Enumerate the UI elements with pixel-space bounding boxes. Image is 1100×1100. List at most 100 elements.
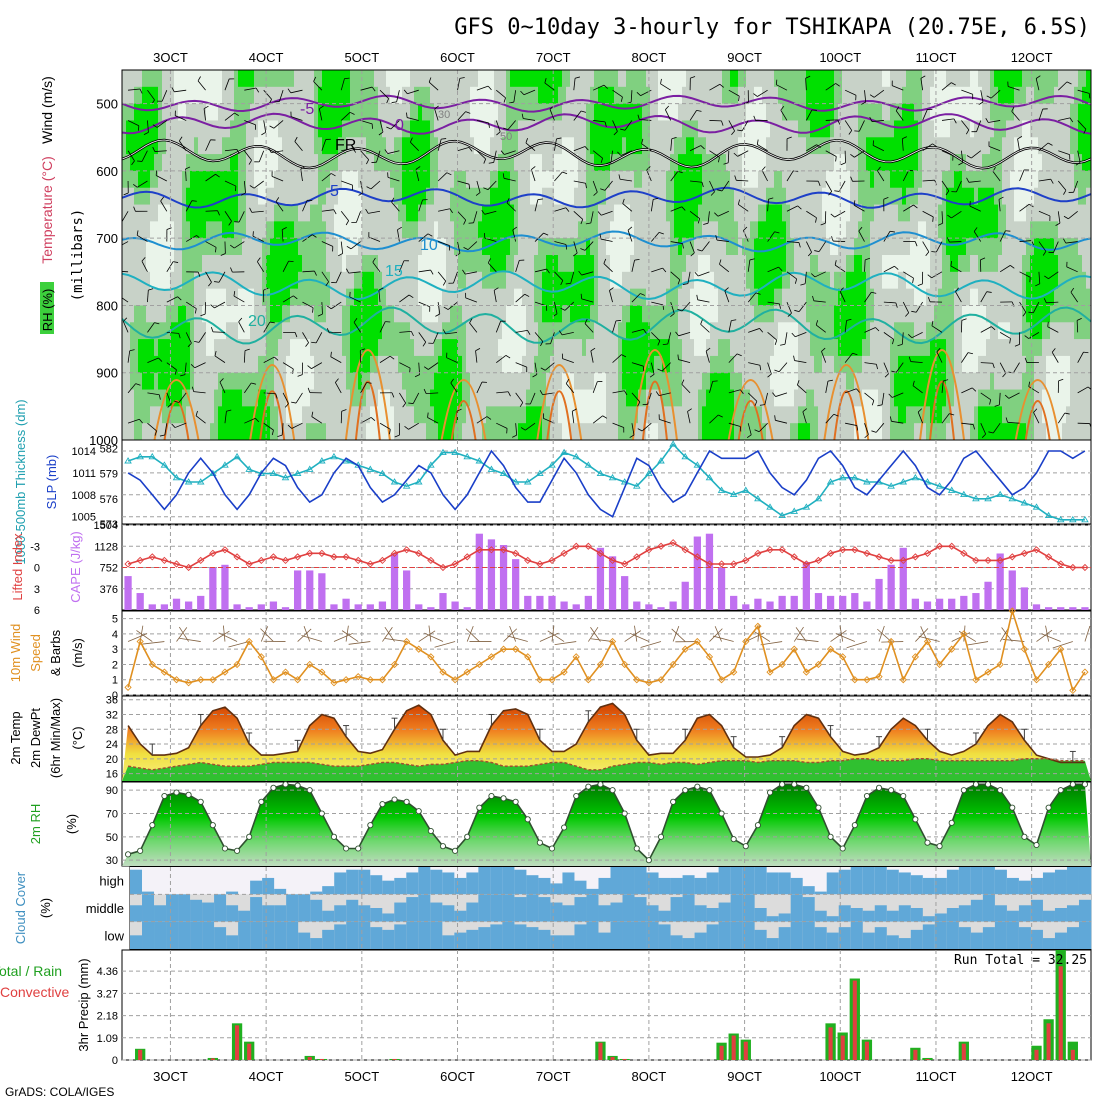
rh-cell [138, 170, 143, 189]
rh-cell [570, 288, 575, 306]
rh-cell [218, 187, 223, 206]
rh-cell [810, 389, 815, 407]
rh-cell [906, 322, 911, 340]
rh-cell [970, 423, 975, 440]
rh-cell [402, 372, 407, 391]
rh-cell [522, 339, 527, 357]
rh-cell [726, 86, 731, 105]
rh-cell [1022, 137, 1027, 155]
rh-cell [1006, 154, 1011, 172]
rh-cell [598, 305, 603, 323]
rh-cell [230, 288, 235, 306]
rh-cell [470, 187, 475, 206]
rh-cell [806, 70, 811, 88]
rh-cell [834, 238, 839, 256]
rh-cell [754, 154, 759, 172]
rh-cell [994, 389, 999, 407]
rh-cell [186, 154, 191, 172]
rh-cell [734, 355, 739, 374]
rh-cell [954, 86, 959, 105]
rh-cell [454, 86, 459, 105]
rh-cell [150, 221, 155, 239]
rh-cell [326, 204, 331, 222]
rh-cell [286, 255, 291, 273]
rh-cell [922, 238, 927, 256]
rh-cell [230, 204, 235, 222]
rh-cell [398, 170, 403, 189]
rh-cell [306, 339, 311, 357]
rh-cell [126, 339, 131, 357]
rh-cell [390, 170, 395, 189]
rh-cell [386, 170, 391, 189]
rh-cell [946, 339, 951, 357]
rh-cell [410, 271, 415, 290]
rh-cell [346, 355, 351, 374]
rh-cell [122, 372, 127, 391]
rh-cell [634, 120, 639, 138]
rh-cell [938, 288, 943, 306]
rh-cell [358, 389, 363, 407]
top-time-label: 3OCT [153, 50, 188, 65]
rh-cell [582, 406, 587, 424]
rh-cell [402, 305, 407, 323]
rh-cell [598, 355, 603, 374]
rh-cell [526, 305, 531, 323]
rh-cell [986, 255, 991, 273]
rh-cell [686, 221, 691, 239]
rh-cell [786, 339, 791, 357]
rh-cell [154, 389, 159, 407]
rh-cell [790, 70, 795, 88]
rh-cell [410, 372, 415, 391]
rh-cell [790, 389, 795, 407]
rh-cell [586, 70, 591, 88]
rh-cell [930, 70, 935, 88]
rh-cell [834, 389, 839, 407]
rh-cell [630, 355, 635, 374]
rh-cell [342, 355, 347, 374]
rh-cell [818, 187, 823, 206]
rh-cell [142, 339, 147, 357]
rh-cell [690, 187, 695, 206]
rh-cell [858, 103, 863, 121]
rh-cell [370, 389, 375, 407]
rh-cell [1010, 423, 1015, 440]
rh-cell [694, 355, 699, 374]
rh-cell [174, 187, 179, 206]
rh-cell [858, 170, 863, 189]
rh-cell [210, 255, 215, 273]
rh-cell [402, 120, 407, 138]
rh-cell [574, 70, 579, 88]
rh-cell [250, 103, 255, 121]
rh-cell [458, 137, 463, 155]
rh-cell [854, 221, 859, 239]
rh-cell [702, 204, 707, 222]
rh-cell [198, 339, 203, 357]
rh-cell [230, 305, 235, 323]
rh-cell [462, 423, 467, 440]
rh-cell [510, 187, 515, 206]
rh-cell [198, 355, 203, 374]
rh-cell [362, 103, 367, 121]
rh-cell [490, 288, 495, 306]
rh-cell [1022, 255, 1027, 273]
rh-cell [274, 322, 279, 340]
rh-cell [214, 170, 219, 189]
rh-cell [966, 322, 971, 340]
rh-cell [434, 204, 439, 222]
rh-cell [770, 238, 775, 256]
rh-cell [878, 170, 883, 189]
rh-cell [786, 255, 791, 273]
rh-cell [290, 86, 295, 105]
rh-cell [498, 288, 503, 306]
rh-cell [282, 339, 287, 357]
rh-cell [982, 221, 987, 239]
rh-cell [238, 70, 243, 88]
rh-cell [222, 406, 227, 424]
rh-cell [970, 70, 975, 88]
rh-cell [802, 204, 807, 222]
rh-cell [1002, 187, 1007, 206]
rh-cell [322, 86, 327, 105]
rh-cell [718, 170, 723, 189]
rh-cell [570, 389, 575, 407]
rh-cell [338, 305, 343, 323]
